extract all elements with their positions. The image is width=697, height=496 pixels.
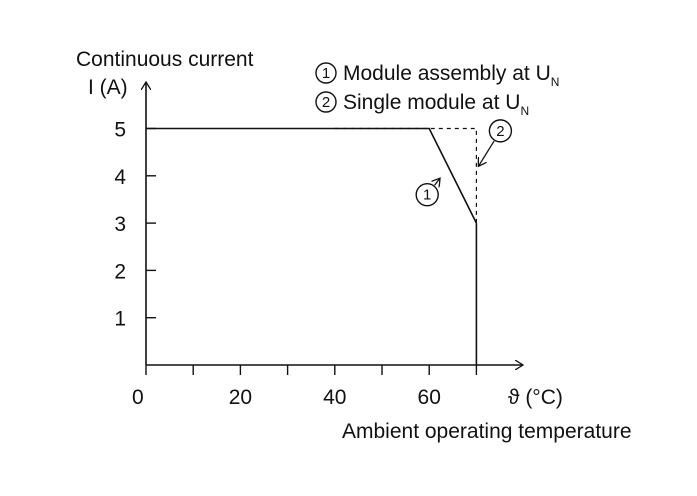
- legend-text-2-main: Single module at U: [343, 91, 520, 114]
- y-tick-label: 1: [114, 308, 126, 331]
- x-tick-label: 60: [418, 386, 441, 409]
- legend-text-2-subscript: N: [520, 104, 529, 118]
- annotation-circle-1: [415, 183, 439, 207]
- x-ticks: 0 20 40 60: [132, 365, 478, 409]
- legend-marker-number-1: 1: [322, 65, 330, 82]
- annotation-arrow-2: [478, 140, 495, 166]
- x-tick-label: 0: [132, 386, 144, 409]
- annotation-arrow-1: [435, 178, 440, 185]
- legend-marker-circle-2: [315, 91, 337, 113]
- legend-text-1: Module assembly at UN: [343, 62, 559, 89]
- annotation-circle-2: [488, 119, 513, 143]
- legend-text-1-subscript: N: [551, 75, 560, 89]
- annotation-number-1: 1: [423, 187, 431, 204]
- x-tick-label: 20: [229, 386, 252, 409]
- y-ticks: 1 2 3 4 5: [114, 119, 156, 331]
- series-1-line: [146, 127, 478, 224]
- x-tick-label: 40: [323, 386, 346, 409]
- y-axis-label-line2: I (A): [88, 76, 128, 99]
- legend-text-2: Single module at UN: [343, 91, 529, 118]
- y-axis-label-line1: Continuous current: [76, 48, 254, 71]
- y-tick-label: 4: [114, 166, 126, 189]
- annotation-number-2: 2: [496, 123, 504, 140]
- legend-item-2: 2 Single module at UN: [315, 91, 529, 118]
- annotation-layer: 12: [415, 119, 513, 207]
- legend: 1 Module assembly at UN 2 Single module …: [315, 62, 559, 118]
- legend-text-1-main: Module assembly at U: [343, 62, 551, 85]
- y-tick-label: 5: [114, 119, 126, 142]
- x-axis-symbol-label: ϑ (°C): [508, 386, 563, 409]
- legend-item-1: 1 Module assembly at UN: [315, 62, 559, 89]
- series-layer: [146, 127, 478, 365]
- series-2-line: [334, 127, 477, 224]
- y-tick-label: 2: [114, 260, 126, 283]
- y-tick-label: 3: [114, 213, 126, 236]
- x-axis-label: Ambient operating temperature: [342, 420, 632, 443]
- legend-marker-circle-1: [315, 62, 337, 84]
- legend-marker-number-2: 2: [322, 94, 330, 111]
